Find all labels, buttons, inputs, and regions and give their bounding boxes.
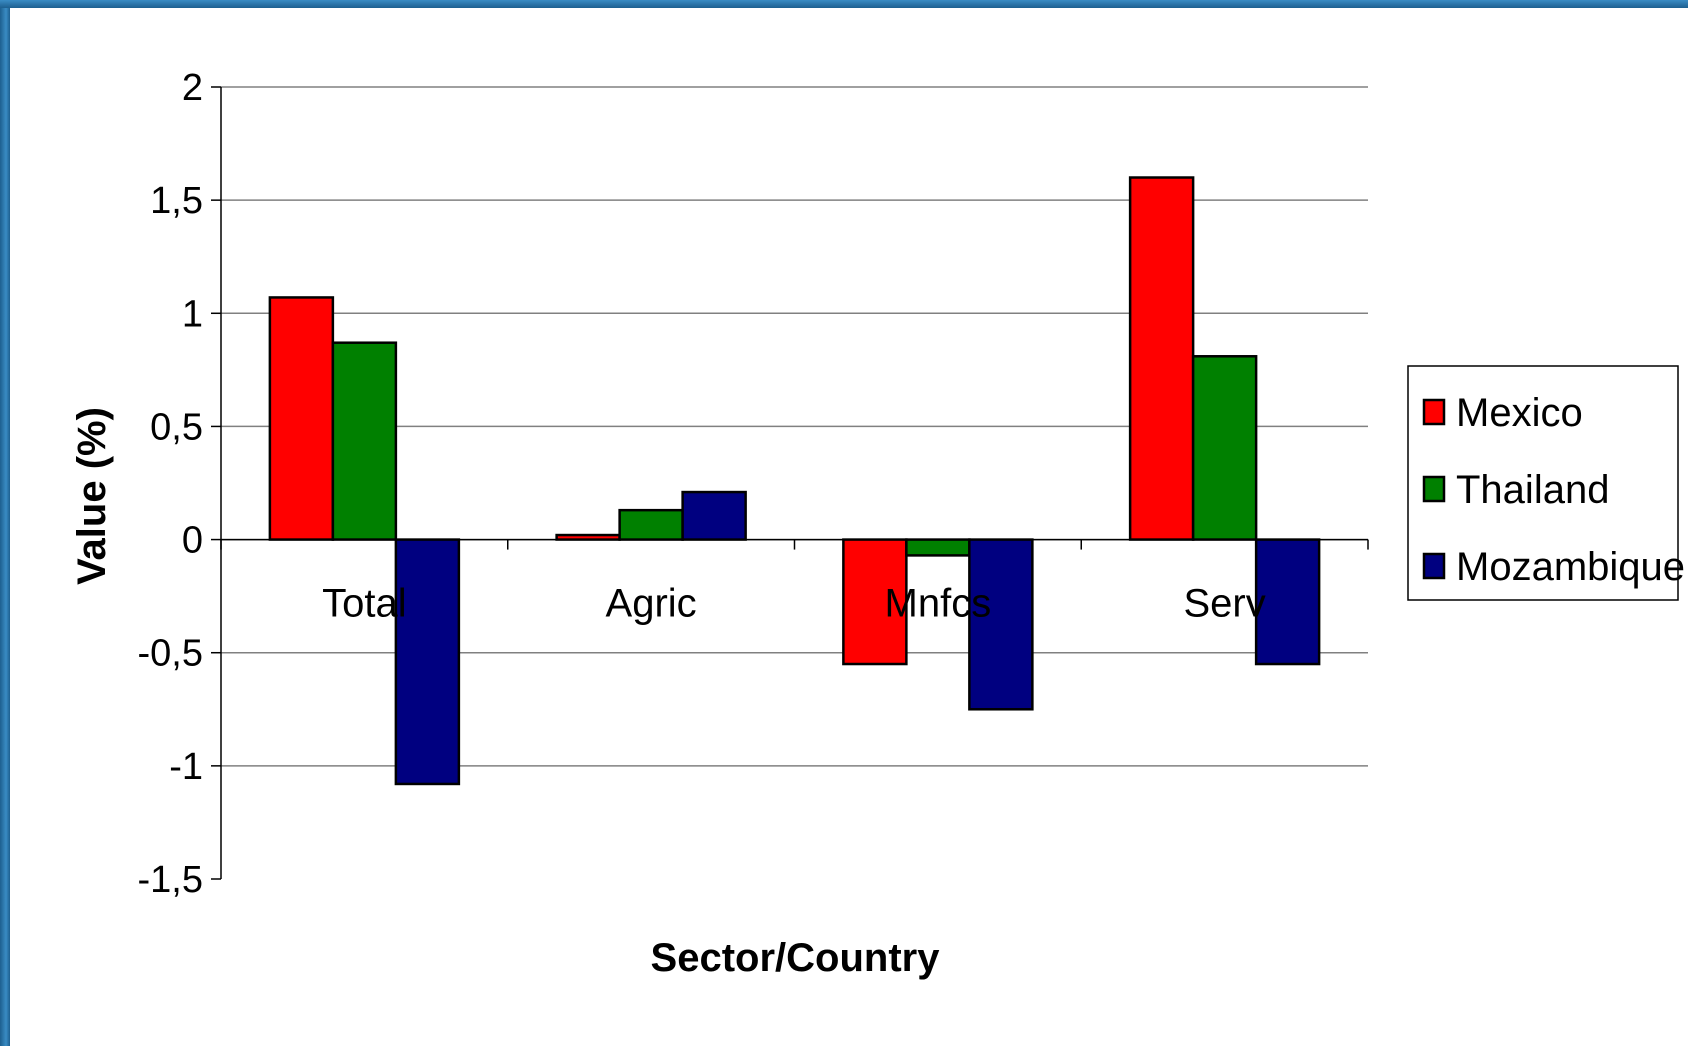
- legend-swatch-mexico: [1422, 398, 1446, 426]
- legend-label-mozambique: Mozambique: [1456, 545, 1685, 589]
- category-label: Total: [322, 582, 407, 626]
- bar-thailand-serv: [1191, 355, 1258, 541]
- category-labels: Total Agric Mnfcs Serv: [322, 582, 1266, 626]
- bar-mexico-serv: [1128, 176, 1195, 541]
- legend-label-thailand: Thailand: [1456, 468, 1609, 512]
- legend-swatch-mozambique: [1422, 552, 1446, 580]
- bar-mozambique-agric: [681, 490, 747, 541]
- y-tick-label: 2: [182, 67, 203, 109]
- y-tick-label: -0,5: [138, 633, 203, 675]
- y-tick-label: 1: [182, 293, 203, 335]
- bar-mozambique-mnfcs: [968, 538, 1034, 711]
- bar-chart: 2 1,5 1 0,5 0 -0,5 -1 -1,5 Sector/Country Value…: [70, 67, 1685, 980]
- bars: [268, 176, 1321, 786]
- bar-mozambique-total: [394, 538, 461, 786]
- category-label: Serv: [1184, 582, 1266, 626]
- category-label: Agric: [606, 582, 697, 626]
- category-label: Mnfcs: [885, 582, 992, 626]
- legend-swatch-thailand: [1422, 475, 1446, 503]
- legend-box: [1407, 365, 1679, 601]
- y-tick-labels: 2 1,5 1 0,5 0 -0,5 -1 -1,5: [138, 67, 203, 901]
- bar-thailand-total: [331, 341, 398, 541]
- bar-mexico-total: [268, 296, 335, 541]
- y-tick-label: 0: [182, 520, 203, 562]
- x-axis-title: Sector/Country: [651, 936, 941, 980]
- bar-thailand-mnfcs: [905, 538, 971, 557]
- y-tick-label: -1,5: [138, 859, 203, 901]
- chart-frame: 2 1,5 1 0,5 0 -0,5 -1 -1,5 Sector/Country Value…: [10, 8, 1688, 1046]
- y-axis-title: Value (%): [70, 407, 114, 585]
- slide-top-border: [0, 0, 1688, 8]
- y-tick-label: 1,5: [150, 180, 203, 222]
- y-tick-label: -1: [169, 746, 203, 788]
- axes: [211, 86, 1369, 880]
- bar-mozambique-serv: [1254, 538, 1321, 666]
- bar-thailand-agric: [618, 508, 684, 541]
- legend: Mexico Thailand Mozambique: [1407, 365, 1685, 601]
- y-tick-label: 0,5: [150, 406, 203, 448]
- legend-label-mexico: Mexico: [1456, 391, 1583, 435]
